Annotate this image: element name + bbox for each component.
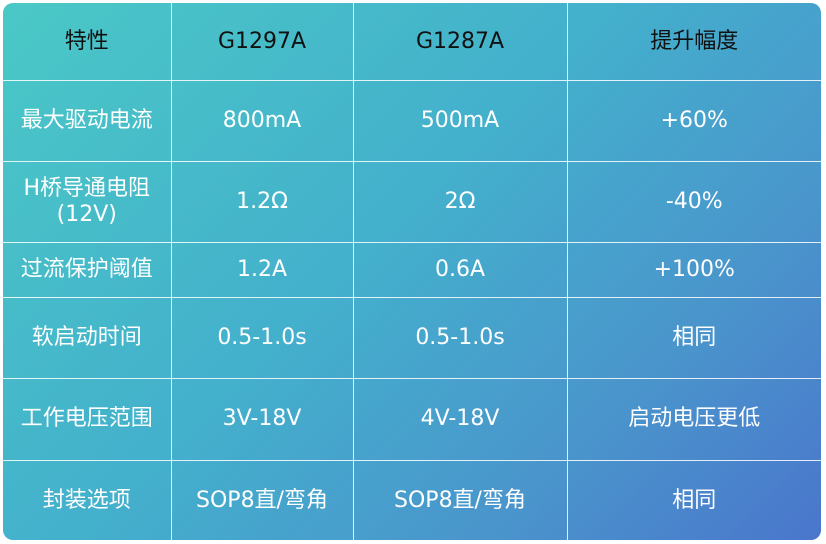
- cell-improvement: 相同: [566, 296, 821, 379]
- cell-g1287a: 500mA: [352, 79, 568, 162]
- table-row: 封装选项 SOP8直/弯角 SOP8直/弯角 相同: [3, 459, 821, 540]
- row-label: 软启动时间: [3, 296, 172, 379]
- header-feature: 特性: [3, 3, 172, 81]
- comparison-table-card: 特性 G1297A G1287A 提升幅度 最大驱动电流 800mA 500mA…: [3, 3, 821, 540]
- row-label: 过流保护阈值: [3, 241, 172, 298]
- cell-g1297a: 1.2Ω: [170, 160, 354, 243]
- cell-g1297a: 3V-18V: [170, 377, 354, 461]
- table-row: H桥导通电阻 (12V) 1.2Ω 2Ω -40%: [3, 160, 821, 243]
- spec-comparison-table: 特性 G1297A G1287A 提升幅度 最大驱动电流 800mA 500mA…: [3, 3, 821, 540]
- table-header-row: 特性 G1297A G1287A 提升幅度: [3, 3, 821, 81]
- cell-improvement: 启动电压更低: [566, 377, 821, 461]
- table-row: 最大驱动电流 800mA 500mA +60%: [3, 79, 821, 162]
- row-label: 工作电压范围: [3, 377, 172, 461]
- header-g1287a: G1287A: [352, 3, 568, 81]
- cell-improvement: +100%: [566, 241, 821, 298]
- cell-g1287a: 0.6A: [352, 241, 568, 298]
- row-label: 封装选项: [3, 459, 172, 540]
- cell-improvement: 相同: [566, 459, 821, 540]
- row-label: 最大驱动电流: [3, 79, 172, 162]
- cell-improvement: +60%: [566, 79, 821, 162]
- cell-g1287a: 4V-18V: [352, 377, 568, 461]
- table-row: 工作电压范围 3V-18V 4V-18V 启动电压更低: [3, 377, 821, 461]
- cell-g1297a: 800mA: [170, 79, 354, 162]
- header-improvement: 提升幅度: [566, 3, 821, 81]
- header-g1297a: G1297A: [170, 3, 354, 81]
- cell-g1297a: SOP8直/弯角: [170, 459, 354, 540]
- row-label: H桥导通电阻 (12V): [3, 160, 172, 243]
- cell-improvement: -40%: [566, 160, 821, 243]
- table-row: 过流保护阈值 1.2A 0.6A +100%: [3, 241, 821, 298]
- table-row: 软启动时间 0.5-1.0s 0.5-1.0s 相同: [3, 296, 821, 379]
- cell-g1287a: 0.5-1.0s: [352, 296, 568, 379]
- cell-g1287a: SOP8直/弯角: [352, 459, 568, 540]
- cell-g1297a: 0.5-1.0s: [170, 296, 354, 379]
- cell-g1297a: 1.2A: [170, 241, 354, 298]
- cell-g1287a: 2Ω: [352, 160, 568, 243]
